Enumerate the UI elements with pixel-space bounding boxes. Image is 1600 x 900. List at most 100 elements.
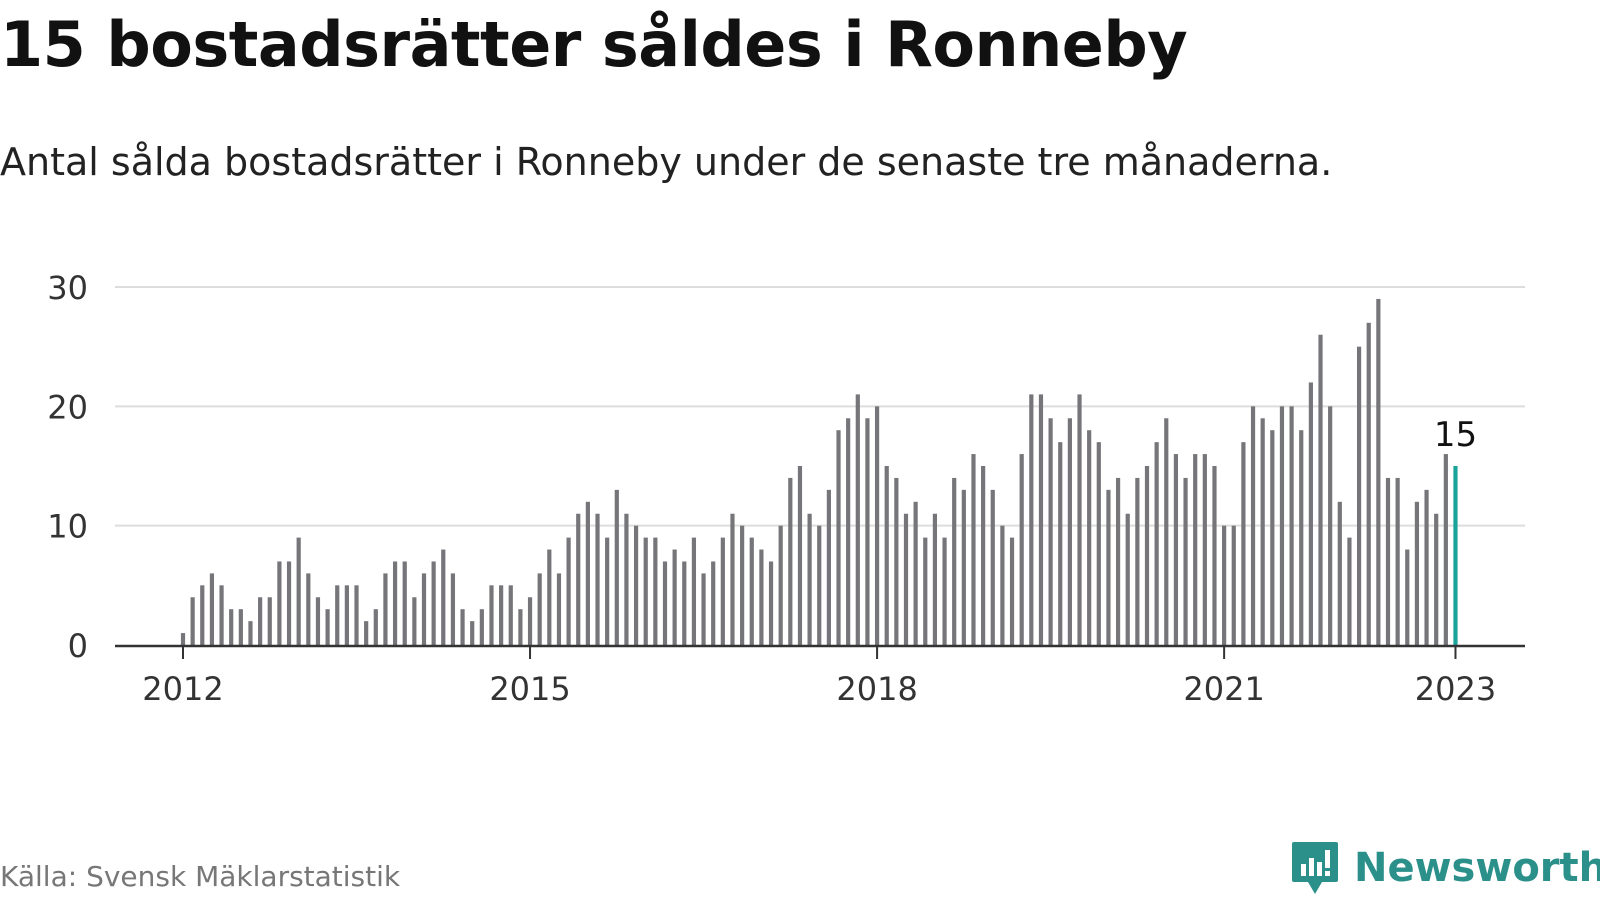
bar: [479, 609, 484, 645]
bar: [267, 597, 272, 645]
bar: [1202, 454, 1207, 645]
bar: [1222, 525, 1227, 645]
y-tick-label: 20: [47, 388, 88, 426]
bar: [662, 561, 668, 645]
bar: [807, 513, 812, 645]
x-tick-label: 2021: [1183, 670, 1264, 708]
bar: [691, 537, 697, 645]
bar: [1241, 442, 1246, 645]
bar: [402, 561, 407, 645]
bar: [624, 513, 629, 645]
bar: [768, 561, 774, 645]
bar: [470, 621, 475, 645]
bar: [585, 501, 590, 645]
bar: [730, 513, 735, 645]
bar: [1077, 394, 1082, 645]
x-tick-label: 2018: [836, 670, 917, 708]
bar: [1443, 454, 1448, 645]
bar: [537, 573, 542, 645]
bar: [518, 609, 523, 645]
bar: [1299, 430, 1304, 645]
bar: [720, 537, 725, 645]
bar: [556, 573, 562, 645]
bar: [1144, 466, 1150, 645]
bar: [884, 466, 889, 645]
bar: [1318, 334, 1323, 645]
y-tick-label: 0: [68, 627, 88, 665]
bar: [952, 477, 957, 645]
bar: [1048, 418, 1053, 645]
bar: [614, 489, 619, 645]
bar: [797, 466, 803, 645]
bar: [759, 549, 764, 645]
bar: [836, 430, 841, 645]
bar: [1385, 477, 1391, 645]
bar: [1183, 477, 1188, 645]
bar: [1115, 477, 1121, 645]
bar: [1405, 549, 1410, 645]
bar: [489, 585, 494, 645]
x-tick-label: 2015: [489, 670, 570, 708]
bar: [296, 537, 301, 645]
bar: [499, 585, 504, 645]
bar: [923, 537, 928, 645]
bar: [219, 585, 224, 645]
bar: [1135, 477, 1140, 645]
bar: [1260, 418, 1265, 645]
bar: [277, 561, 282, 645]
bar: [1173, 454, 1179, 645]
y-tick-label: 10: [47, 508, 88, 546]
brand-logo: Newsworthy: [1290, 840, 1600, 896]
bar: [335, 585, 340, 645]
bar: [605, 537, 610, 645]
bar: [1038, 394, 1044, 645]
bar: [1125, 513, 1130, 645]
bar: [412, 597, 417, 645]
bar: [903, 513, 909, 645]
bar: [344, 585, 349, 645]
bar: [633, 525, 639, 645]
bar: [817, 525, 822, 645]
bar: [711, 561, 716, 645]
bar: [315, 597, 321, 645]
bar: [229, 609, 234, 645]
bar: [1337, 501, 1342, 645]
bar: [865, 418, 870, 645]
bar: [1212, 466, 1217, 645]
bar: [286, 561, 292, 645]
bar: [248, 621, 253, 645]
bar: [258, 597, 263, 645]
bar: [354, 585, 359, 645]
bar: [740, 525, 745, 645]
bar: [383, 573, 388, 645]
bar: [1193, 454, 1198, 645]
x-tick-label: 2023: [1415, 670, 1496, 708]
bar: [1289, 406, 1294, 645]
bar: [1106, 489, 1111, 645]
bar: [421, 573, 427, 645]
bar: [200, 585, 205, 645]
bar: [460, 609, 465, 645]
bar: [180, 633, 186, 645]
bar: [1279, 406, 1285, 645]
chart-subtitle: Antal sålda bostadsrätter i Ronneby unde…: [0, 140, 1333, 184]
bar: [1096, 442, 1101, 645]
bar: [643, 537, 648, 645]
bar: [1087, 430, 1092, 645]
y-tick-label: 30: [47, 269, 88, 307]
bar: [874, 406, 880, 645]
bar: [1164, 418, 1169, 645]
bar: [894, 477, 899, 645]
bar: [942, 537, 947, 645]
bar: [971, 454, 976, 645]
bar: [855, 394, 860, 645]
bar: [566, 537, 571, 645]
bar: [1424, 489, 1429, 645]
bar: [1347, 537, 1352, 645]
latest-value-label: 15: [1434, 415, 1477, 455]
bar: [1328, 406, 1333, 645]
bar-latest: [1453, 466, 1458, 645]
source-note: Källa: Svensk Mäklarstatistik: [0, 860, 401, 893]
bar: [1356, 346, 1362, 645]
